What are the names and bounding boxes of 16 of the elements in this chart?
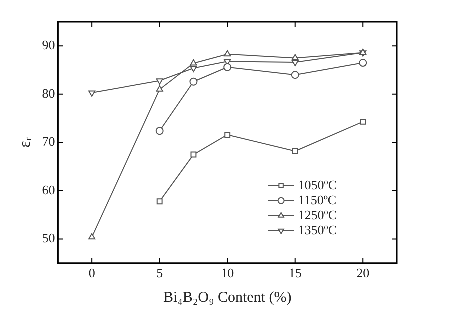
y-tick-label: 80 bbox=[42, 86, 56, 101]
legend-label: 1250ºC bbox=[298, 207, 337, 222]
x-tick-label: 5 bbox=[156, 266, 164, 281]
legend-label: 1350ºC bbox=[298, 222, 337, 238]
y-tick-label: 70 bbox=[42, 134, 56, 150]
x-tick-label: 10 bbox=[221, 266, 234, 281]
y-axis-title: εᵣ bbox=[16, 137, 34, 148]
legend-label: 1150ºC bbox=[298, 192, 337, 208]
y-tick-label: 60 bbox=[42, 182, 56, 198]
x-tick-label: 15 bbox=[288, 266, 302, 281]
legend-label: 1050ºC bbox=[298, 177, 337, 192]
x-axis-title: Bi₄B₂O₉ Content (%) bbox=[164, 290, 292, 306]
y-tick-label: 90 bbox=[42, 38, 56, 53]
x-tick-label: 20 bbox=[356, 266, 370, 281]
y-tick-label: 50 bbox=[42, 230, 56, 246]
x-tick-label: 0 bbox=[88, 266, 96, 281]
